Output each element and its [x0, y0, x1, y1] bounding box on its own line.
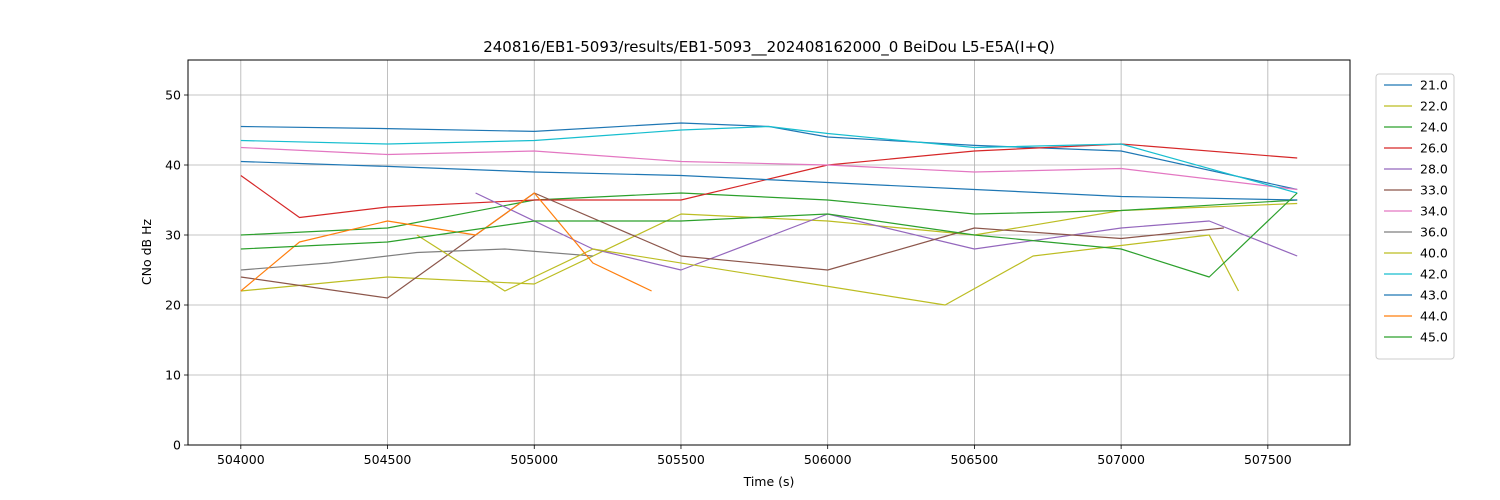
series-line-36-0 [240, 248, 593, 271]
plot-frame [187, 59, 1351, 446]
x-tick-label: 504500 [364, 452, 412, 467]
x-tick-label: 507000 [1097, 452, 1145, 467]
y-tick-label: 20 [165, 298, 181, 313]
series-line-43-0 [240, 160, 1298, 201]
grid [188, 60, 1350, 446]
x-tick-label: 504000 [217, 452, 265, 467]
y-tick-label: 30 [165, 228, 181, 243]
series-lines [240, 122, 1298, 306]
x-tick-label: 507500 [1244, 452, 1292, 467]
legend-label: 42.0 [1420, 267, 1448, 282]
legend-box [1375, 73, 1455, 360]
legend-label: 43.0 [1420, 288, 1448, 303]
series-line-26-0 [240, 143, 1298, 219]
series-line-40-0 [416, 234, 1240, 306]
y-tick-label: 0 [173, 438, 181, 453]
series-line-24-0 [240, 192, 1298, 236]
y-tick-label: 40 [165, 158, 181, 173]
series-line-45-0 [240, 192, 1298, 278]
y-axis-label: CNo dB Hz [139, 218, 154, 285]
legend-label: 45.0 [1420, 330, 1448, 345]
legend-label: 21.0 [1420, 78, 1448, 93]
series-line-34-0 [240, 146, 1298, 191]
series-line-44-0 [240, 192, 652, 292]
y-tick-label: 10 [165, 368, 181, 383]
x-tick-label: 505500 [657, 452, 705, 467]
y-axis: 0 10 20 30 40 50 [165, 88, 188, 453]
legend-label: 22.0 [1420, 99, 1448, 114]
series-line-42-0 [240, 125, 1298, 194]
legend-label: 40.0 [1420, 246, 1448, 261]
legend-label: 34.0 [1420, 204, 1448, 219]
legend-label: 44.0 [1420, 309, 1448, 324]
series-line-33-0 [240, 192, 1224, 299]
y-tick-label: 50 [165, 88, 181, 103]
x-tick-label: 506500 [951, 452, 999, 467]
legend-label: 36.0 [1420, 225, 1448, 240]
legend-label: 26.0 [1420, 141, 1448, 156]
x-tick-label: 506000 [804, 452, 852, 467]
legend-label: 33.0 [1420, 183, 1448, 198]
legend-label: 28.0 [1420, 162, 1448, 177]
chart-title: 240816/EB1-5093/results/EB1-5093__202408… [483, 38, 1055, 57]
x-axis: 504000 504500 505000 505500 506000 506500 5070… [217, 445, 1292, 467]
series-line-28-0 [475, 192, 1298, 271]
x-tick-label: 505000 [510, 452, 558, 467]
x-axis-label: Time (s) [743, 474, 795, 489]
legend-label: 24.0 [1420, 120, 1448, 135]
legend: 21.0 22.0 24.0 26.0 28.0 33.0 34.0 36.0 40.0 42.0… [1375, 73, 1455, 360]
